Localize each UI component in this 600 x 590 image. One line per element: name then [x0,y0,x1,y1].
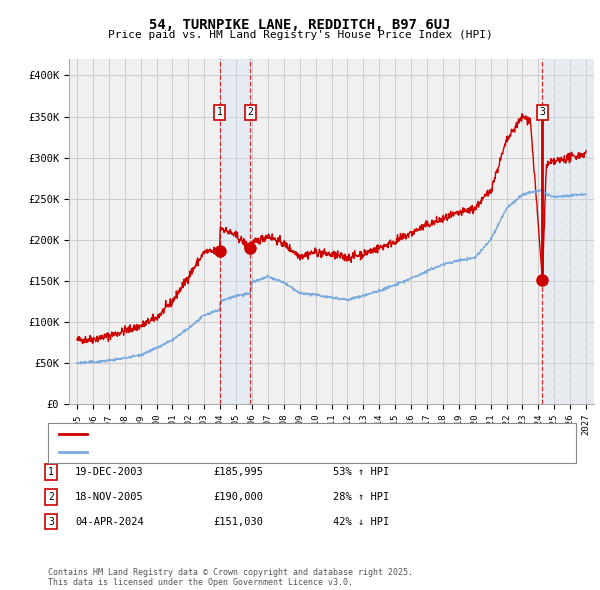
Text: 2: 2 [48,492,54,502]
Text: 04-APR-2024: 04-APR-2024 [75,517,144,526]
Text: £185,995: £185,995 [213,467,263,477]
Bar [542,59,594,404]
Bar [220,59,250,404]
Text: 53% ↑ HPI: 53% ↑ HPI [333,467,389,477]
Text: 54, TURNPIKE LANE, REDDITCH, B97 6UJ: 54, TURNPIKE LANE, REDDITCH, B97 6UJ [149,18,451,32]
Text: 54, TURNPIKE LANE, REDDITCH, B97 6UJ (semi-detached house): 54, TURNPIKE LANE, REDDITCH, B97 6UJ (se… [91,429,432,439]
Text: 3: 3 [48,517,54,526]
Text: £190,000: £190,000 [213,492,263,502]
Text: 18-NOV-2005: 18-NOV-2005 [75,492,144,502]
Text: 3: 3 [539,107,545,117]
Text: Price paid vs. HM Land Registry's House Price Index (HPI): Price paid vs. HM Land Registry's House … [107,30,493,40]
Text: 19-DEC-2003: 19-DEC-2003 [75,467,144,477]
Text: Contains HM Land Registry data © Crown copyright and database right 2025.
This d: Contains HM Land Registry data © Crown c… [48,568,413,587]
Text: HPI: Average price, semi-detached house, Redditch: HPI: Average price, semi-detached house,… [91,447,379,457]
Text: 1: 1 [217,107,223,117]
Text: 1: 1 [48,467,54,477]
Text: 2: 2 [247,107,253,117]
Text: £151,030: £151,030 [213,517,263,526]
Text: 42% ↓ HPI: 42% ↓ HPI [333,517,389,526]
Text: 28% ↑ HPI: 28% ↑ HPI [333,492,389,502]
